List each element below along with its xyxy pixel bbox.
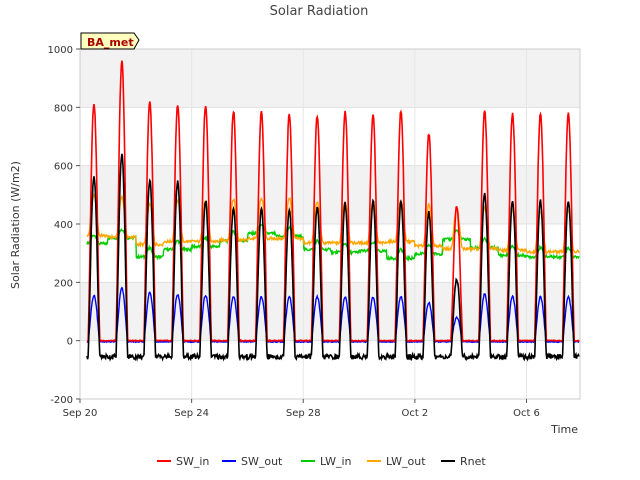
y-tick-label: 1000 [48,45,73,56]
x-tick-label: Oct 6 [513,408,540,419]
chart-title: Solar Radiation [270,4,369,19]
site-badge: BA_met [80,32,140,50]
y-axis-label: Solar Radiation (W/m2) [9,161,22,289]
series-line-sw-in [86,60,580,345]
y-tick-label: -200 [50,395,73,406]
x-tick-label: Oct 2 [401,408,428,419]
legend: SW_in SW_out LW_in LW_out Rnet [157,455,486,468]
series-layer [86,60,580,362]
y-tick-label: 800 [54,103,73,114]
y-tick-label: 200 [54,278,73,289]
site-badge-box [80,32,140,50]
series-line-rnet [86,153,580,362]
plot-band [80,49,580,108]
site-badge-label: BA_met [87,36,134,49]
x-tick-label: Sep 24 [174,408,209,419]
y-tick-label: 600 [54,162,73,173]
legend-label-rnet: Rnet [460,455,486,468]
legend-label-sw-out: SW_out [241,455,283,468]
y-tick-label: 400 [54,220,73,231]
legend-label-sw-in: SW_in [176,455,209,468]
legend-label-lw-out: LW_out [386,455,426,468]
legend-label-lw-in: LW_in [320,455,352,468]
x-tick-label: Sep 20 [63,408,98,419]
x-axis-label: Time [550,423,578,436]
plot-band [80,165,580,224]
series-line-lw-out [86,193,580,256]
y-tick-label: 0 [67,337,73,348]
tick-labels: -200 0 200 400 600 800 1000 Sep 20 Sep 24 Sep 28 O… [48,45,540,419]
plot-band [80,282,580,341]
x-tick-label: Sep 28 [286,408,321,419]
